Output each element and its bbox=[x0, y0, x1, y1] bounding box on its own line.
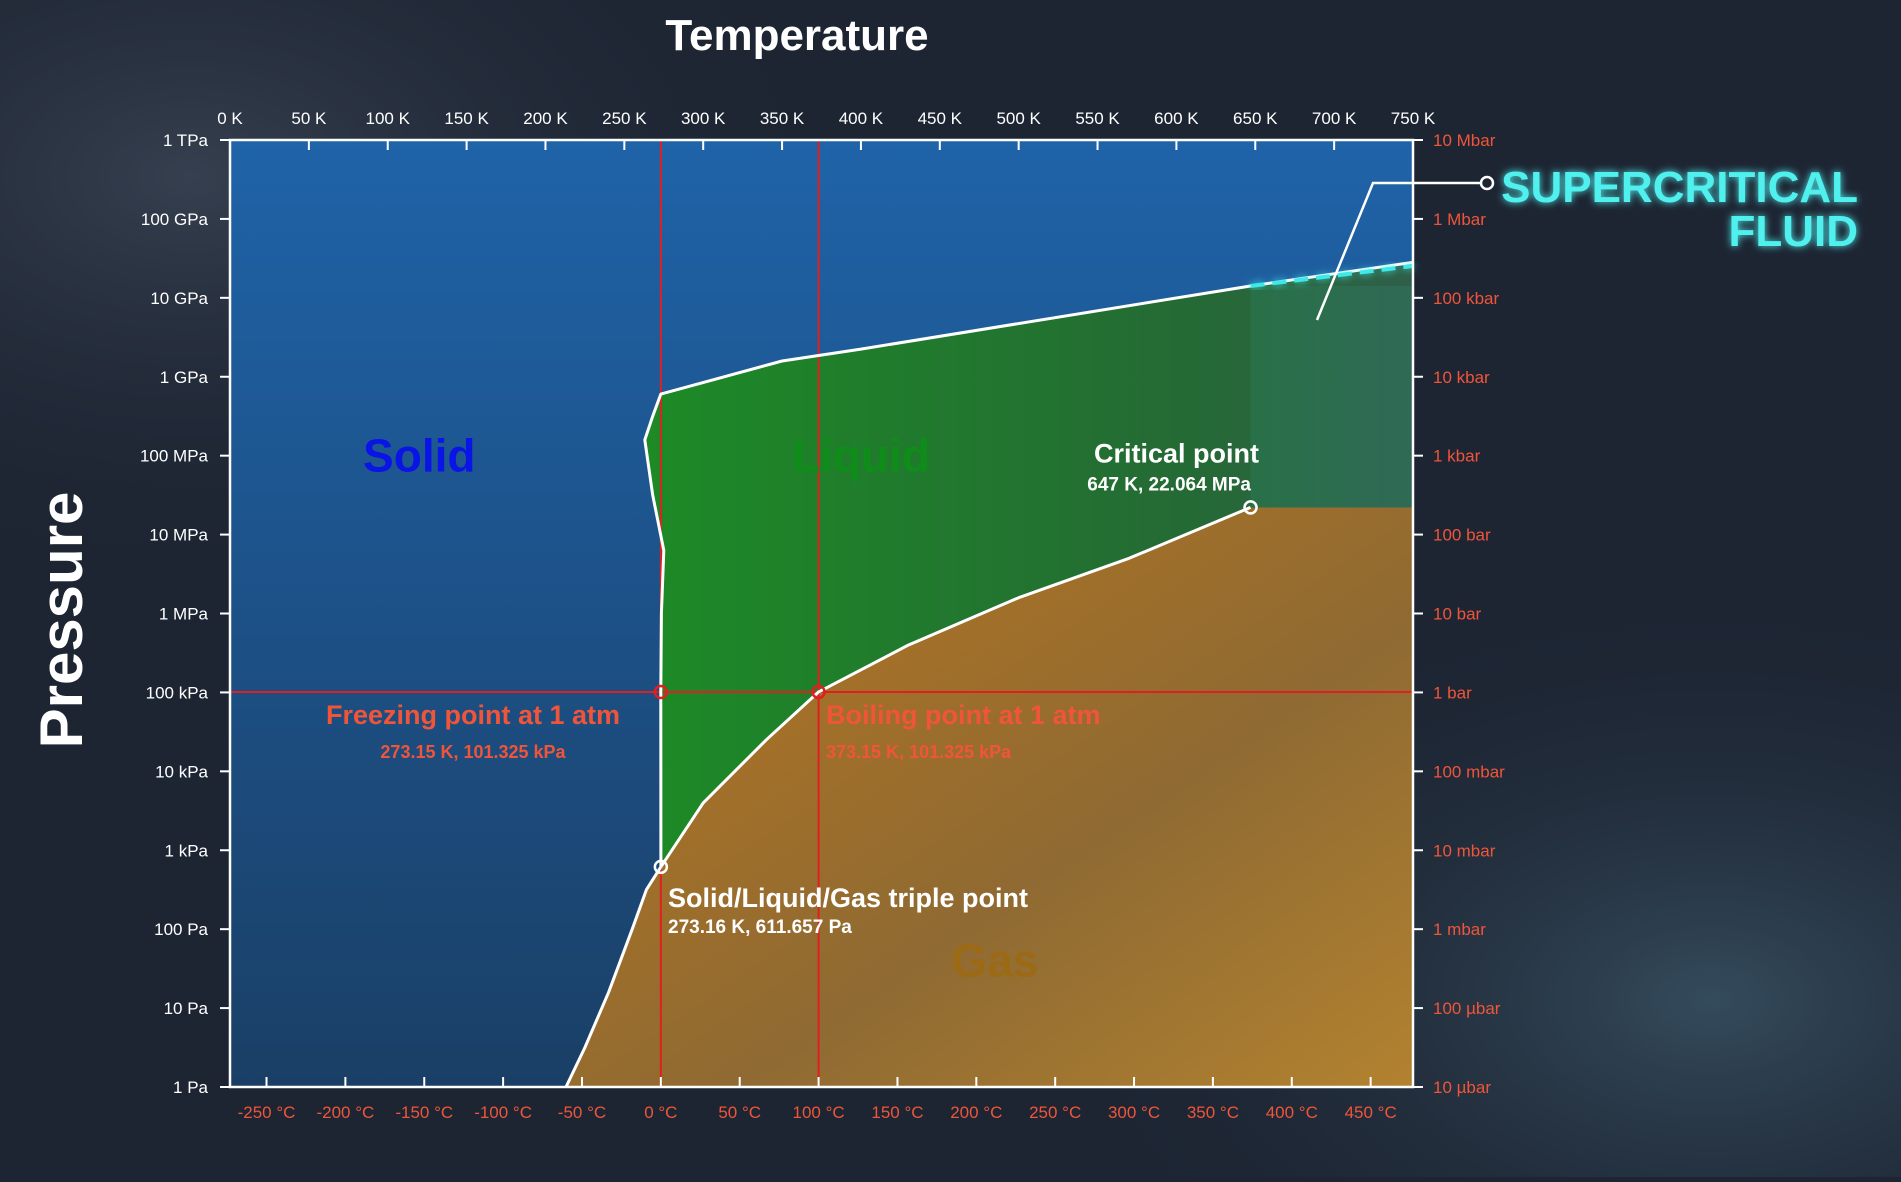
sublimation-curve bbox=[564, 865, 663, 1087]
y-tick-label-bar: 10 Mbar bbox=[1433, 131, 1496, 150]
x-tick-label-celsius: -50 °C bbox=[558, 1103, 606, 1122]
x-tick-label-celsius: 400 °C bbox=[1266, 1103, 1318, 1122]
triple-annotation-subtitle: 273.16 K, 611.657 Pa bbox=[668, 917, 852, 938]
freezing-point-marker bbox=[653, 684, 669, 700]
y-tick-label-pa: 1 GPa bbox=[160, 368, 209, 387]
y-tick-label-bar: 1 bar bbox=[1433, 683, 1472, 702]
x-tick-label-kelvin: 150 K bbox=[444, 109, 489, 128]
x-tick-label-celsius: -250 °C bbox=[238, 1103, 296, 1122]
y-tick-label-bar: 10 µbar bbox=[1433, 1078, 1491, 1097]
x-tick-label-celsius: 0 °C bbox=[644, 1103, 677, 1122]
freezing-annotation-subtitle: 273.15 K, 101.325 kPa bbox=[380, 742, 566, 762]
y-tick-label-bar: 100 µbar bbox=[1433, 999, 1501, 1018]
x-tick-label-kelvin: 0 K bbox=[217, 109, 243, 128]
y-tick-label-bar: 100 mbar bbox=[1433, 762, 1505, 781]
y-tick-label-pa: 10 MPa bbox=[149, 526, 208, 545]
y-tick-label-pa: 1 TPa bbox=[163, 131, 209, 150]
x-tick-label-kelvin: 600 K bbox=[1154, 109, 1199, 128]
x-tick-label-celsius: 200 °C bbox=[950, 1103, 1002, 1122]
x-tick-label-kelvin: 300 K bbox=[681, 109, 726, 128]
boiling-point-marker bbox=[811, 684, 826, 700]
y-tick-label-pa: 10 kPa bbox=[155, 762, 208, 781]
y-tick-label-bar: 10 bar bbox=[1433, 605, 1482, 624]
y-tick-label-bar: 100 bar bbox=[1433, 526, 1491, 545]
y-tick-label-bar: 10 mbar bbox=[1433, 841, 1496, 860]
x-tick-label-celsius: 350 °C bbox=[1187, 1103, 1239, 1122]
y-tick-label-pa: 100 MPa bbox=[140, 447, 209, 466]
x-tick-label-celsius: -100 °C bbox=[474, 1103, 532, 1122]
callout-anchor-dot bbox=[1479, 175, 1495, 191]
y-tick-label-pa: 1 MPa bbox=[159, 605, 209, 624]
liquid-region bbox=[644, 262, 1413, 867]
region-label-solid: Solid bbox=[363, 430, 475, 482]
x-tick-label-kelvin: 250 K bbox=[602, 109, 647, 128]
x-tick-label-kelvin: 350 K bbox=[760, 109, 805, 128]
y-tick-label-pa: 1 kPa bbox=[165, 841, 209, 860]
region-label-gas: Gas bbox=[952, 935, 1039, 987]
x-tick-label-celsius: 250 °C bbox=[1029, 1103, 1081, 1122]
triple-point-marker bbox=[653, 859, 669, 875]
x-tick-label-celsius: 50 °C bbox=[718, 1103, 761, 1122]
critical-point-marker bbox=[1243, 500, 1258, 515]
x-tick-label-kelvin: 700 K bbox=[1312, 109, 1357, 128]
x-tick-label-celsius: -150 °C bbox=[395, 1103, 453, 1122]
callout-text-line: FLUID bbox=[1728, 207, 1858, 256]
x-tick-label-kelvin: 550 K bbox=[1075, 109, 1120, 128]
freezing-annotation-title: Freezing point at 1 atm bbox=[326, 700, 620, 730]
triple-annotation-title: Solid/Liquid/Gas triple point bbox=[668, 883, 1028, 913]
callout-leader-line bbox=[1315, 181, 1487, 321]
supercritical-region bbox=[1250, 285, 1413, 508]
x-tick-label-kelvin: 650 K bbox=[1233, 109, 1278, 128]
gas-region bbox=[566, 507, 1413, 1087]
x-tick-label-kelvin: 100 K bbox=[366, 109, 411, 128]
x-tick-label-celsius: 300 °C bbox=[1108, 1103, 1160, 1122]
x-tick-label-celsius: 150 °C bbox=[871, 1103, 923, 1122]
x-tick-label-kelvin: 750 K bbox=[1391, 109, 1436, 128]
x-tick-label-celsius: 100 °C bbox=[792, 1103, 844, 1122]
y-tick-label-pa: 10 Pa bbox=[164, 999, 209, 1018]
y-tick-label-bar: 1 Mbar bbox=[1433, 210, 1486, 229]
boiling-annotation-title: Boiling point at 1 atm bbox=[826, 700, 1101, 730]
y-tick-label-pa: 100 GPa bbox=[141, 210, 209, 229]
x-tick-label-kelvin: 50 K bbox=[291, 109, 327, 128]
y-tick-label-bar: 100 kbar bbox=[1433, 289, 1499, 308]
y-axis-title: Pressure bbox=[28, 492, 95, 749]
y-tick-label-pa: 10 GPa bbox=[150, 289, 208, 308]
chart-title: Temperature bbox=[665, 11, 928, 60]
region-label-liquid: Liquid bbox=[792, 430, 930, 482]
y-tick-label-bar: 1 kbar bbox=[1433, 447, 1481, 466]
y-tick-label-pa: 100 Pa bbox=[154, 920, 208, 939]
x-tick-label-kelvin: 200 K bbox=[523, 109, 568, 128]
supercritical-boundary-top bbox=[1250, 264, 1414, 288]
x-tick-label-kelvin: 450 K bbox=[918, 109, 963, 128]
y-tick-label-bar: 10 kbar bbox=[1433, 368, 1490, 387]
y-tick-label-pa: 1 Pa bbox=[173, 1078, 209, 1097]
callout-text-line: SUPERCRITICAL bbox=[1501, 163, 1858, 212]
critical-annotation-subtitle: 647 K, 22.064 MPa bbox=[1087, 474, 1251, 495]
x-tick-label-kelvin: 400 K bbox=[839, 109, 884, 128]
melting-curve bbox=[643, 260, 1413, 867]
vaporization-curve bbox=[659, 506, 1252, 868]
x-tick-label-kelvin: 500 K bbox=[996, 109, 1041, 128]
boiling-annotation-subtitle: 373.15 K, 101.325 kPa bbox=[826, 742, 1012, 762]
y-tick-label-bar: 1 mbar bbox=[1433, 920, 1486, 939]
critical-annotation-title: Critical point bbox=[1094, 438, 1259, 468]
x-tick-label-celsius: 450 °C bbox=[1345, 1103, 1397, 1122]
x-tick-label-celsius: -200 °C bbox=[316, 1103, 374, 1122]
y-tick-label-pa: 100 kPa bbox=[146, 683, 209, 702]
